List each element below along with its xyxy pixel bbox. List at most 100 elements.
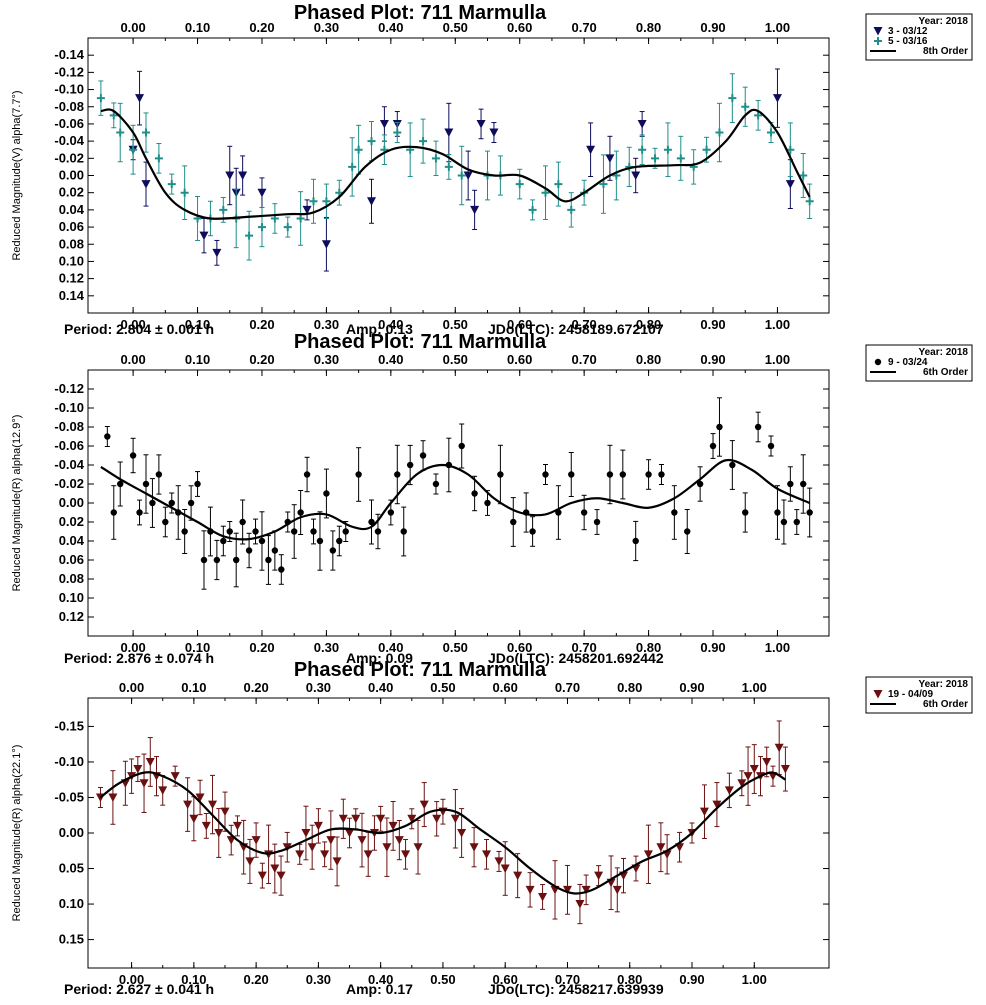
data-point bbox=[199, 231, 209, 241]
data-point bbox=[307, 843, 317, 852]
amp-text: Amp: 0.17 bbox=[346, 981, 413, 997]
data-point bbox=[388, 821, 398, 831]
y-tick-label: -0.04 bbox=[54, 457, 84, 472]
data-point bbox=[309, 197, 318, 206]
data-point bbox=[257, 188, 267, 198]
data-point bbox=[351, 814, 361, 824]
x-tick-label: 0.80 bbox=[636, 640, 661, 655]
data-point bbox=[283, 223, 292, 232]
y-tick-label: -0.02 bbox=[54, 150, 84, 165]
y-tick-label: -0.14 bbox=[54, 47, 84, 62]
jdo-text: JDo(LTC): 2458189.672107 bbox=[488, 321, 664, 337]
data-point bbox=[145, 757, 155, 767]
x-tick-label: 0.70 bbox=[571, 317, 596, 332]
x-tick-label: 0.80 bbox=[617, 972, 642, 987]
y-tick-label: -0.06 bbox=[54, 438, 84, 453]
data-point bbox=[444, 162, 453, 171]
x-tick-label: 0.10 bbox=[181, 972, 206, 987]
data-point bbox=[432, 814, 442, 824]
data-point bbox=[212, 248, 222, 258]
data-point bbox=[354, 145, 363, 154]
jdo-text: JDo(LTC): 2458201.692442 bbox=[488, 650, 664, 666]
panel-2: Phased Plot: 711 Marmulla 0.00 0.00 0.10 0.1… bbox=[11, 331, 973, 666]
x-tick-label: 0.70 bbox=[571, 640, 596, 655]
x-tick-label-top: 0.20 bbox=[249, 352, 274, 367]
data-point bbox=[612, 885, 622, 895]
data-point bbox=[754, 423, 762, 431]
y-axis-label: Reduced Magnitude(V) alpha(7.7°) bbox=[11, 90, 23, 260]
y-tick-label: 0.10 bbox=[59, 253, 84, 268]
data-point bbox=[332, 857, 342, 866]
data-point bbox=[168, 499, 175, 507]
x-tick-label-top: 0.50 bbox=[443, 20, 468, 35]
x-tick-label: 0.20 bbox=[243, 972, 268, 987]
data-point bbox=[139, 779, 149, 788]
y-tick-label: 0.02 bbox=[59, 514, 84, 529]
data-point bbox=[271, 547, 279, 554]
data-point bbox=[141, 180, 151, 189]
legend-fit-label: 8th Order bbox=[923, 46, 968, 57]
data-point bbox=[631, 171, 641, 180]
data-point bbox=[394, 836, 404, 845]
data-point bbox=[326, 836, 336, 845]
data-point bbox=[323, 490, 330, 497]
data-point bbox=[239, 518, 246, 526]
data-point bbox=[800, 480, 807, 488]
x-tick-label: 0.60 bbox=[507, 317, 532, 332]
x-tick-label: 0.10 bbox=[185, 317, 210, 332]
data-point bbox=[643, 850, 653, 859]
amp-text: Amp: 0.09 bbox=[346, 650, 413, 666]
data-point bbox=[321, 240, 331, 249]
data-point bbox=[419, 800, 429, 810]
data-point bbox=[593, 518, 601, 526]
legend-year: Year: 2018 bbox=[919, 16, 969, 27]
data-point bbox=[497, 471, 504, 478]
x-tick-label-top: 0.50 bbox=[430, 680, 455, 695]
x-tick-label-top: 0.40 bbox=[378, 352, 403, 367]
x-tick-label: 0.50 bbox=[430, 972, 455, 987]
legend-fit-label: 6th Order bbox=[923, 699, 968, 710]
y-tick-label: -0.02 bbox=[54, 476, 84, 491]
y-tick-label: 0.02 bbox=[59, 185, 84, 200]
data-point bbox=[806, 509, 813, 516]
data-point bbox=[431, 154, 440, 163]
data-point bbox=[470, 205, 480, 215]
y-tick-label: -0.06 bbox=[54, 116, 84, 131]
x-tick-label: 0.40 bbox=[368, 972, 393, 987]
data-point bbox=[554, 180, 563, 189]
data-point bbox=[638, 145, 647, 154]
y-axis-label: Reduced Magnitude(R) alpha(12.9°) bbox=[11, 415, 23, 592]
data-point bbox=[225, 171, 235, 180]
legend-year: Year: 2018 bbox=[919, 679, 969, 690]
legend-entry: 3 - 03/12 bbox=[888, 26, 928, 37]
x-tick-label-top: 0.00 bbox=[119, 680, 144, 695]
data-point bbox=[484, 499, 491, 507]
x-tick-label: 0.60 bbox=[507, 640, 532, 655]
y-tick-label: 0.15 bbox=[59, 932, 84, 947]
data-point bbox=[379, 119, 389, 129]
data-point bbox=[729, 461, 736, 469]
y-tick-label: 0.12 bbox=[59, 271, 84, 286]
chart-title: Phased Plot: 711 Marmulla bbox=[294, 331, 547, 353]
data-point bbox=[671, 509, 678, 516]
y-tick-label: 0.00 bbox=[59, 825, 84, 840]
data-point bbox=[400, 528, 407, 535]
data-point bbox=[348, 162, 357, 171]
data-point bbox=[432, 480, 440, 488]
x-tick-label: 1.00 bbox=[765, 317, 790, 332]
data-point bbox=[214, 829, 224, 838]
data-point bbox=[394, 471, 401, 478]
fit-curve bbox=[100, 458, 811, 541]
data-point bbox=[297, 509, 304, 516]
data-point bbox=[568, 471, 575, 478]
y-tick-label: -0.10 bbox=[54, 82, 84, 97]
y-tick-label: 0.04 bbox=[59, 202, 85, 217]
data-point bbox=[335, 188, 344, 197]
data-point bbox=[232, 821, 242, 831]
legend-entry: 5 - 03/16 bbox=[888, 36, 928, 47]
x-tick-label-top: 0.80 bbox=[617, 680, 642, 695]
data-point bbox=[742, 509, 749, 516]
data-point bbox=[780, 518, 788, 526]
